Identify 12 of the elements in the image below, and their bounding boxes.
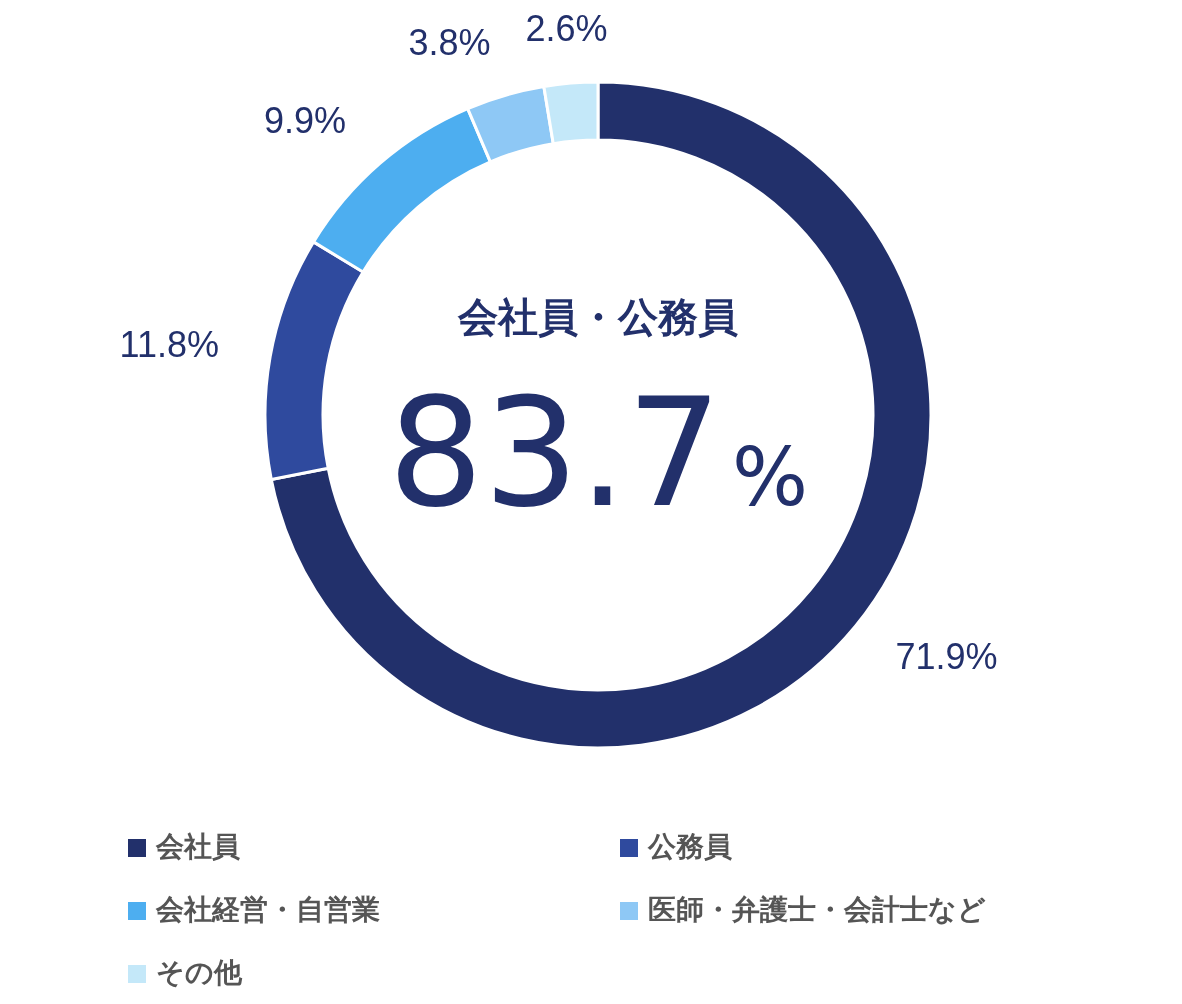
text: 83.7%: [388, 366, 808, 540]
data-label: 9.9%: [264, 100, 347, 142]
legend-label: 公務員: [647, 830, 732, 863]
text: 会社員・公務員: [457, 294, 738, 340]
data-label: 3.8%: [408, 21, 491, 63]
data-label: 11.8%: [119, 324, 219, 366]
legend-label: 会社経営・自営業: [155, 893, 380, 926]
legend-label: 医師・弁護士・会計士など: [648, 893, 986, 926]
data-label: 2.6%: [525, 7, 608, 49]
legend-label: その他: [156, 956, 243, 989]
data-label: 71.9%: [895, 635, 998, 677]
legend-label: 会社員: [155, 830, 240, 863]
